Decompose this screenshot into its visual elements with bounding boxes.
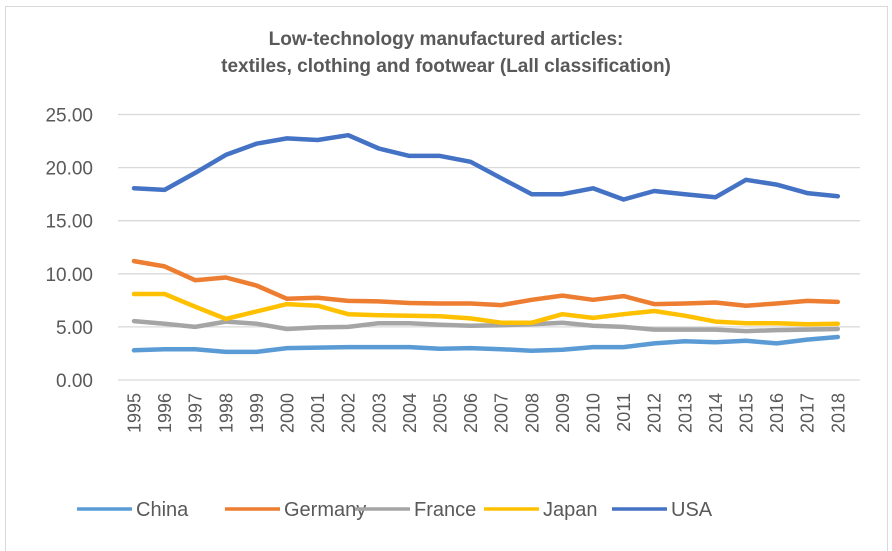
x-tick-label: 2008 [522, 393, 542, 433]
legend-label-japan: Japan [543, 499, 598, 521]
x-tick-label: 1995 [125, 393, 145, 433]
x-tick-label: 2006 [461, 393, 481, 433]
legend-label-france: France [414, 499, 476, 521]
legend-label-germany: Germany [284, 499, 366, 521]
x-tick-label: 2000 [278, 393, 298, 433]
legend-label-usa: USA [671, 499, 713, 521]
chart-title-line-1: Low-technology manufactured articles: [268, 29, 624, 50]
x-tick-label: 2014 [706, 393, 726, 433]
x-tick-label: 2010 [584, 393, 604, 433]
x-tick-label: 2004 [400, 393, 420, 433]
y-tick-label: 15.00 [45, 212, 93, 233]
legend: China Germany France Japan USA [77, 499, 713, 521]
chart-title: Low-technology manufactured articles: te… [0, 26, 892, 80]
y-tick-label: 5.00 [56, 318, 93, 339]
chart-title-line-2: textiles, clothing and footwear (Lall cl… [221, 56, 671, 77]
series-line-japan [131, 291, 841, 327]
x-axis: 1995 1996 1997 1998 1999 2000 2001 2002 2003 2004… [125, 393, 849, 433]
series-line-france [131, 318, 841, 334]
x-tick-label: 1999 [247, 393, 267, 433]
chart-area [5, 6, 888, 551]
x-tick-label: 2016 [767, 393, 787, 433]
series-line-germany [131, 258, 841, 308]
x-tick-label: 2015 [737, 393, 757, 433]
x-tick-label: 2013 [675, 393, 695, 433]
x-tick-label: 1996 [155, 393, 175, 433]
x-tick-label: 2009 [553, 393, 573, 433]
x-tick-label: 2003 [369, 393, 389, 433]
y-tick-label: 20.00 [45, 159, 93, 180]
x-tick-label: 2017 [798, 393, 818, 433]
x-tick-label: 2011 [614, 393, 634, 432]
series-lines [131, 132, 841, 355]
y-tick-label: 25.00 [45, 106, 93, 127]
x-tick-label: 2012 [645, 393, 665, 433]
y-tick-label: 10.00 [45, 265, 93, 286]
y-axis: 0.00 5.00 10.00 15.00 20.00 25.00 [45, 106, 93, 393]
legend-label-china: China [136, 499, 189, 521]
series-line-china [131, 334, 841, 355]
x-tick-label: 2005 [431, 393, 451, 433]
x-tick-label: 1997 [186, 393, 206, 433]
x-tick-label: 2018 [828, 393, 848, 433]
x-tick-label: 1998 [216, 393, 236, 433]
y-tick-label: 0.00 [56, 371, 93, 392]
x-tick-label: 2007 [492, 393, 512, 433]
x-tick-label: 2001 [308, 393, 328, 433]
x-tick-label: 2002 [339, 393, 359, 433]
series-line-usa [131, 132, 841, 202]
